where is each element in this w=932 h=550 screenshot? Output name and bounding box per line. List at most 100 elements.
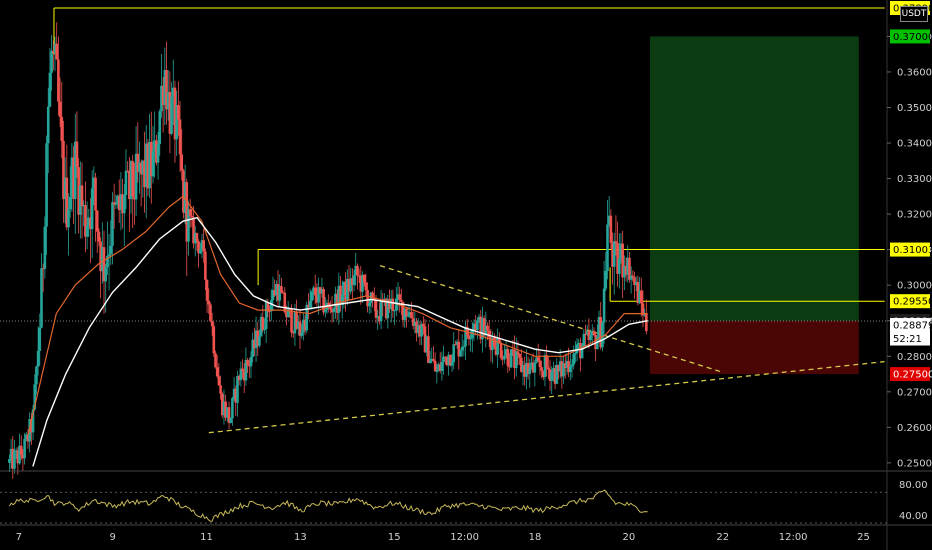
candle[interactable] <box>214 350 217 369</box>
candle[interactable] <box>43 216 47 279</box>
candle[interactable] <box>19 435 23 460</box>
candle[interactable] <box>418 320 422 345</box>
candle[interactable] <box>484 311 488 348</box>
candle[interactable] <box>227 401 231 430</box>
candle[interactable] <box>204 248 207 291</box>
candle[interactable] <box>133 162 136 225</box>
candle[interactable] <box>89 198 92 264</box>
price-tag[interactable]: 0.28879 <box>890 318 932 333</box>
candle[interactable] <box>177 81 180 137</box>
candle[interactable] <box>82 200 86 227</box>
candle[interactable] <box>41 263 45 293</box>
candle[interactable] <box>462 340 466 357</box>
candle[interactable] <box>367 300 371 314</box>
candle[interactable] <box>403 307 407 328</box>
candle[interactable] <box>77 158 80 234</box>
candle[interactable] <box>503 344 506 364</box>
candle[interactable] <box>557 364 560 380</box>
candle[interactable] <box>65 144 69 231</box>
candle[interactable] <box>570 359 574 378</box>
candle[interactable] <box>168 71 172 154</box>
candle[interactable] <box>254 316 258 362</box>
candle[interactable] <box>38 313 42 366</box>
candle[interactable] <box>285 305 288 326</box>
candle[interactable] <box>246 357 249 374</box>
candle[interactable] <box>122 183 126 247</box>
candle[interactable] <box>278 274 282 308</box>
candle[interactable] <box>134 126 138 216</box>
candle[interactable] <box>479 310 483 344</box>
candle[interactable] <box>443 356 447 365</box>
candle[interactable] <box>486 322 489 341</box>
candle[interactable] <box>438 352 442 374</box>
candle[interactable] <box>128 157 131 233</box>
candle[interactable] <box>619 233 623 264</box>
candle[interactable] <box>131 155 135 228</box>
candle[interactable] <box>102 230 106 314</box>
currency-label[interactable]: USDT <box>900 6 928 22</box>
candle[interactable] <box>599 302 603 350</box>
candle[interactable] <box>258 329 261 348</box>
candle[interactable] <box>449 354 452 367</box>
candle[interactable] <box>454 340 457 346</box>
candle[interactable] <box>9 439 13 469</box>
candle[interactable] <box>251 332 254 363</box>
candle[interactable] <box>90 170 94 259</box>
candle[interactable] <box>558 349 562 379</box>
candle[interactable] <box>234 385 238 417</box>
candle[interactable] <box>146 139 150 197</box>
candle[interactable] <box>533 359 537 387</box>
candle[interactable] <box>79 161 82 239</box>
candle[interactable] <box>236 370 239 417</box>
candle[interactable] <box>430 347 434 364</box>
candle[interactable] <box>99 237 102 299</box>
candle[interactable] <box>406 303 410 318</box>
candle[interactable] <box>107 233 111 291</box>
candle[interactable] <box>416 318 420 338</box>
stop-loss-zone[interactable] <box>649 320 859 375</box>
candle[interactable] <box>597 310 601 343</box>
candle[interactable] <box>528 358 532 388</box>
candle[interactable] <box>212 322 216 358</box>
candle[interactable] <box>452 331 456 370</box>
candle[interactable] <box>584 324 587 347</box>
candle[interactable] <box>185 178 189 277</box>
candle[interactable] <box>445 356 449 367</box>
candle[interactable] <box>638 277 641 305</box>
candle[interactable] <box>242 362 246 394</box>
candle[interactable] <box>560 356 564 389</box>
candle[interactable] <box>487 319 491 348</box>
candle[interactable] <box>550 366 554 395</box>
candle[interactable] <box>555 358 559 385</box>
candle[interactable] <box>427 323 430 364</box>
candle[interactable] <box>210 312 214 336</box>
candle[interactable] <box>327 294 331 313</box>
candle[interactable] <box>437 362 440 372</box>
candle[interactable] <box>153 111 156 178</box>
candle[interactable] <box>415 318 418 342</box>
price-tag[interactable]: 0.29550 <box>890 294 932 309</box>
candle[interactable] <box>310 290 314 311</box>
candle[interactable] <box>116 194 119 209</box>
candle[interactable] <box>92 166 96 206</box>
candle[interactable] <box>190 206 194 228</box>
candle[interactable] <box>501 350 505 366</box>
candle[interactable] <box>111 192 114 265</box>
candle[interactable] <box>62 120 65 223</box>
candle[interactable] <box>226 407 229 422</box>
candle[interactable] <box>618 233 621 289</box>
candle[interactable] <box>552 361 555 382</box>
candle[interactable] <box>379 289 383 330</box>
candle[interactable] <box>329 300 332 314</box>
candle[interactable] <box>150 111 153 204</box>
candle[interactable] <box>520 348 523 373</box>
candle[interactable] <box>361 271 364 303</box>
candle[interactable] <box>231 396 234 426</box>
candle[interactable] <box>467 329 471 346</box>
candle[interactable] <box>178 100 182 173</box>
candle[interactable] <box>369 291 373 314</box>
oscillator-line[interactable] <box>8 489 648 522</box>
candle[interactable] <box>413 311 417 334</box>
candle[interactable] <box>256 321 260 356</box>
candle[interactable] <box>596 324 599 350</box>
